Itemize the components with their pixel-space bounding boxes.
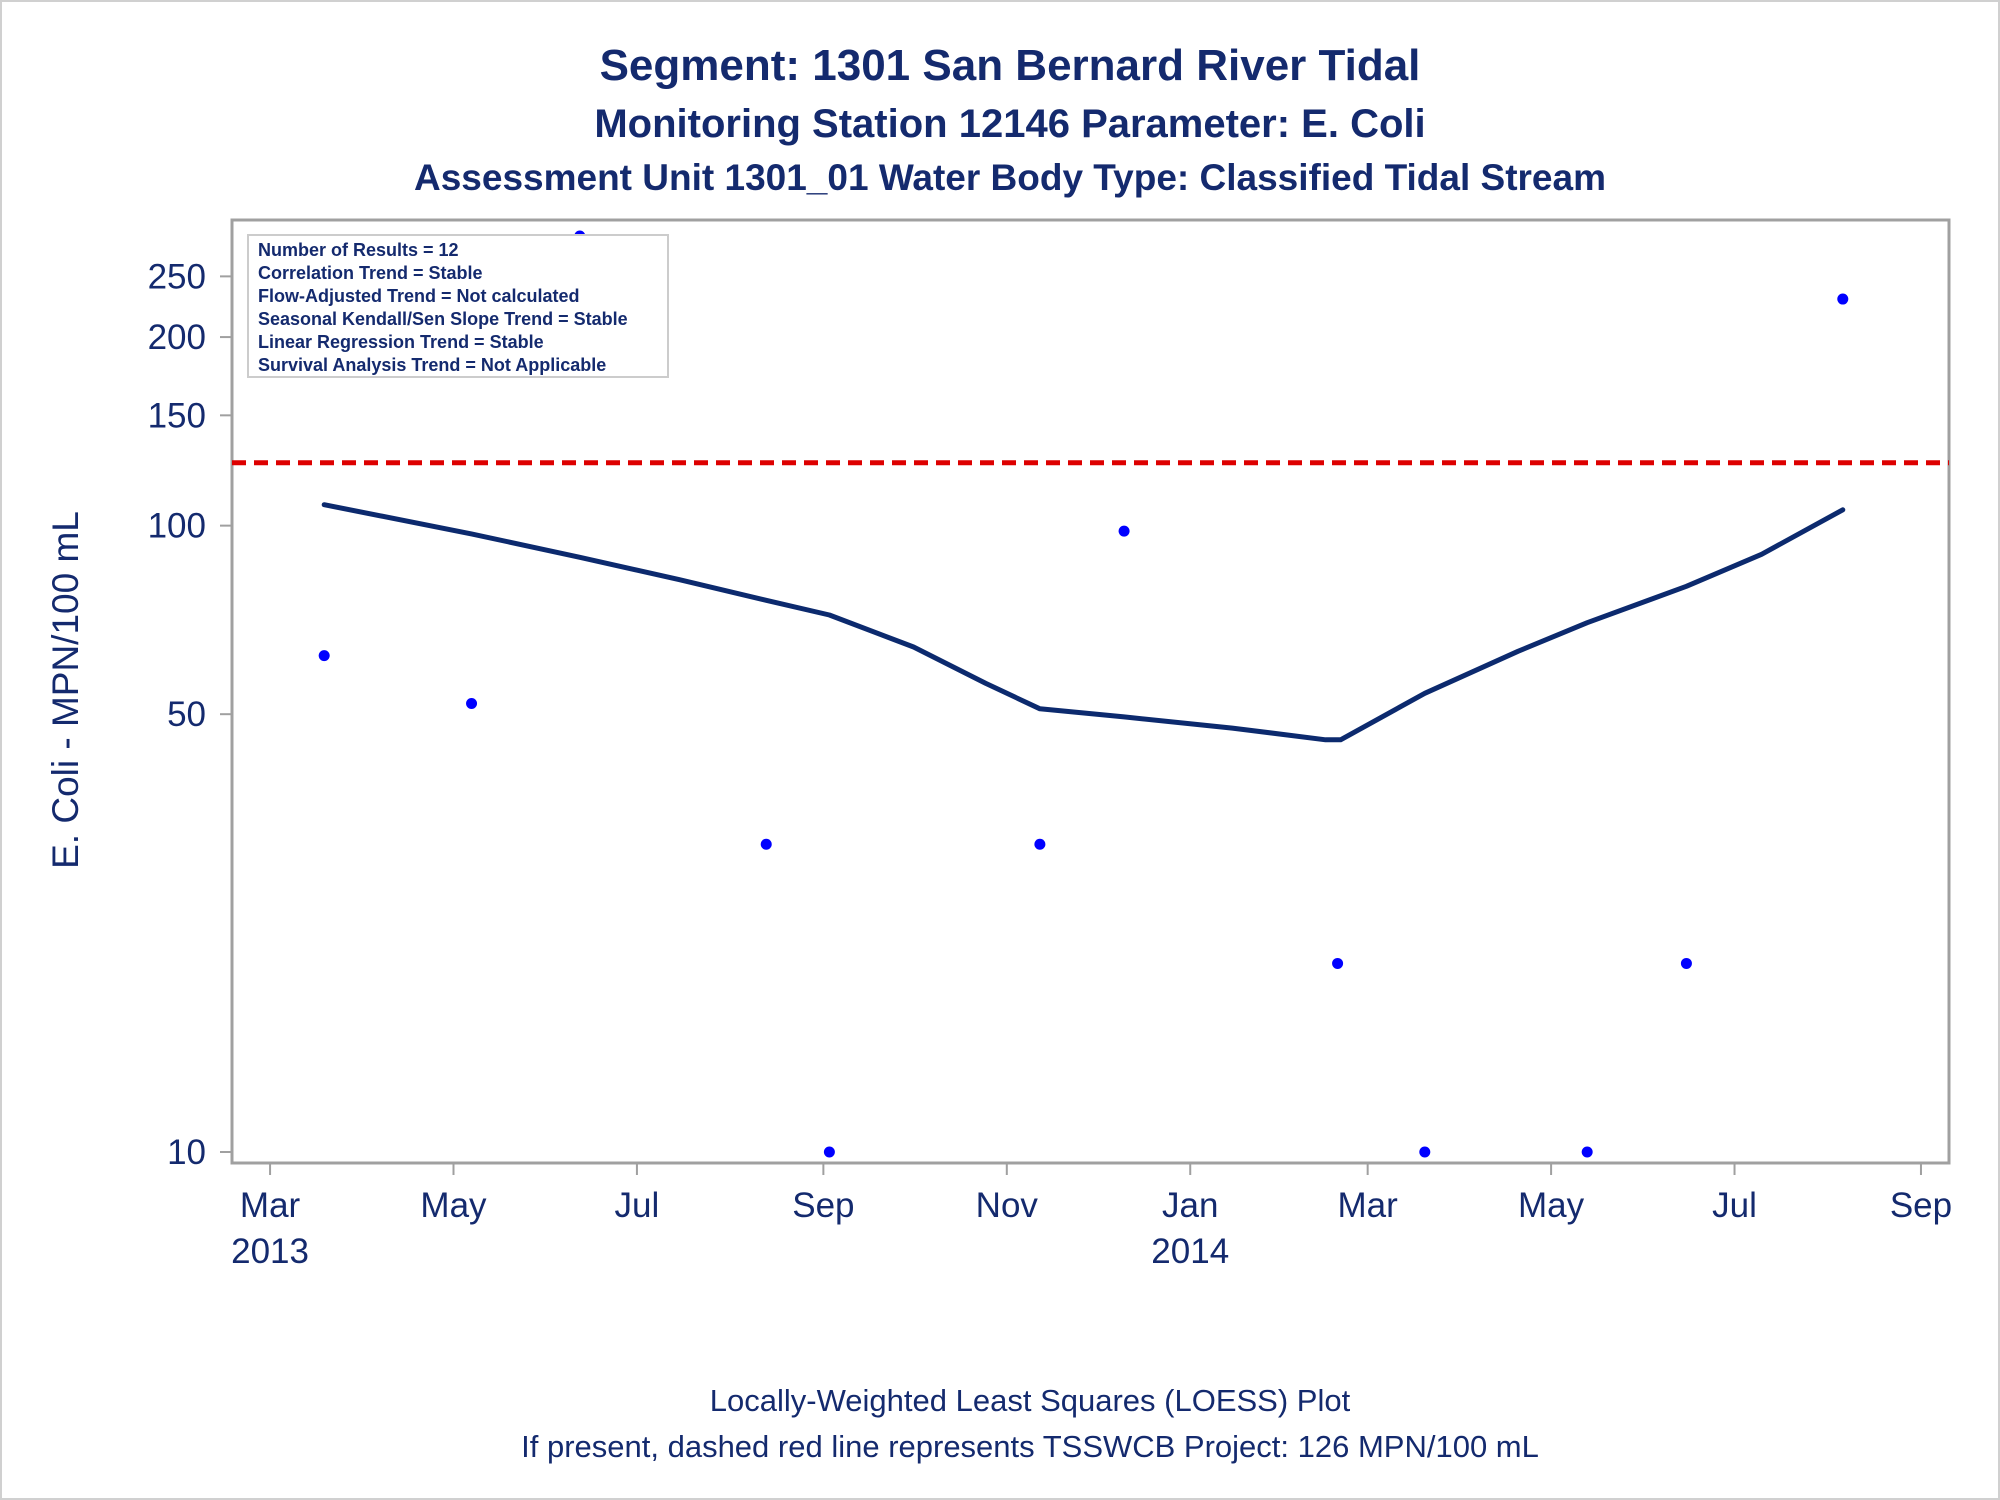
x-tick-label: May [420,1186,487,1225]
data-point [1581,1146,1593,1158]
stat-linear-regression-trend: Linear Regression Trend = Stable [258,332,544,352]
data-point [1680,957,1692,969]
y-tick-label: 50 [167,695,206,734]
stat-flow-adjusted-trend: Flow-Adjusted Trend = Not calculated [258,286,580,306]
y-tick-label: 100 [148,507,206,546]
stats-box [247,234,669,378]
x-tick-label: Sep [792,1186,854,1225]
data-point [1034,838,1046,850]
data-point [1118,525,1130,537]
y-tick-label: 250 [148,257,206,296]
data-point [760,838,772,850]
x-tick-label: May [1518,1186,1585,1225]
stat-number-of-results: Number of Results = 12 [258,240,459,260]
stat-survival-analysis-trend: Survival Analysis Trend = Not Applicable [258,355,606,375]
footnote-loess: Locally-Weighted Least Squares (LOESS) P… [710,1383,1351,1418]
stat-correlation-trend: Correlation Trend = Stable [258,263,483,283]
y-tick-label: 10 [167,1133,206,1172]
chart-subtitle-assessment: Assessment Unit 1301_01 Water Body Type:… [414,157,1606,198]
x-tick-label: Jan [1162,1186,1218,1225]
y-axis: 10 50 100 150 200 250 [148,257,232,1172]
loess-curve [321,502,1846,743]
chart-subtitle-station: Monitoring Station 12146 Parameter: E. C… [594,102,1425,146]
y-tick-label: 150 [148,396,206,435]
x-tick-label: Jul [1712,1186,1757,1225]
x-tick-year-label: 2013 [231,1232,309,1271]
data-point [466,698,478,710]
data-point [1419,1146,1431,1158]
chart-title: Segment: 1301 San Bernard River Tidal [600,41,1421,90]
x-tick-label: Mar [1338,1186,1399,1225]
x-tick-label: Jul [615,1186,660,1225]
data-point [318,650,330,662]
data-point [1837,293,1849,305]
plot-area [230,218,1951,1165]
x-tick-label: Nov [976,1186,1039,1225]
x-axis: Mar 2013 May Jul Sep Nov Jan 2014 Mar May Jul Sep [231,1163,1952,1271]
y-axis-title: E. Coli - MPN/100 mL [45,511,86,869]
y-tick-label: 200 [148,318,206,357]
x-tick-label: Mar [240,1186,301,1225]
footnote-criterion: If present, dashed red line represents T… [521,1429,1539,1464]
x-tick-year-label: 2014 [1151,1232,1229,1271]
x-tick-label: Sep [1890,1186,1952,1225]
stat-seasonal-kendall-trend: Seasonal Kendall/Sen Slope Trend = Stabl… [258,309,628,329]
data-point [823,1146,835,1158]
data-point [1332,957,1344,969]
plot-series [232,230,1949,1158]
